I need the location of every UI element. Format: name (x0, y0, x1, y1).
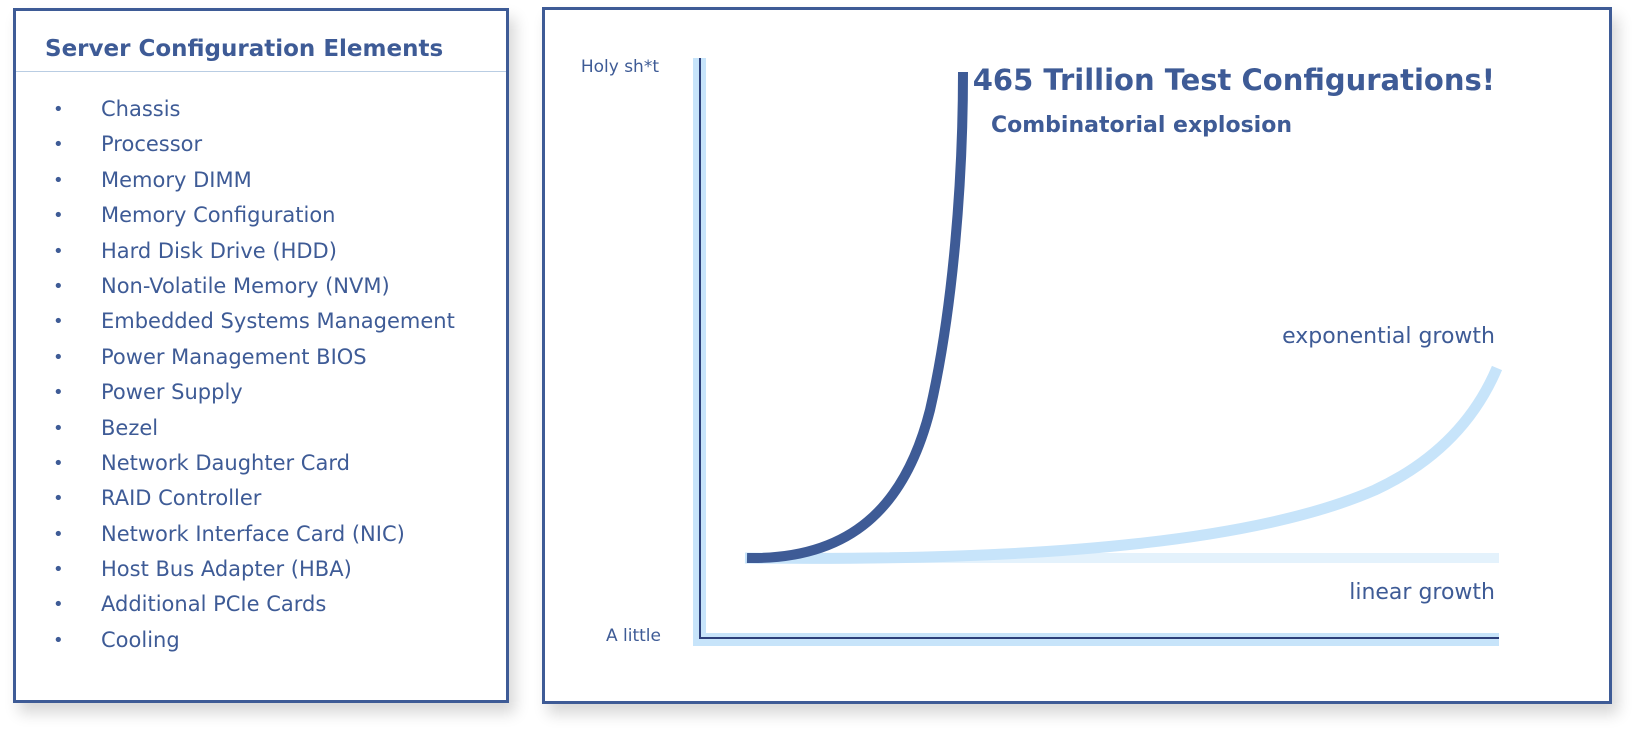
headline: 465 Trillion Test Configurations! (973, 63, 1495, 97)
bullet-icon: • (53, 275, 64, 297)
y-axis-top-label: Holy sh*t (581, 57, 660, 77)
list-item-label: Embedded Systems Management (101, 309, 455, 334)
bullet-icon: • (53, 488, 64, 510)
subheadline: Combinatorial explosion (991, 113, 1292, 138)
list-item-label: Bezel (101, 415, 159, 440)
bullet-icon: • (53, 99, 64, 120)
server-config-panel: Server Configuration Elements • Chassis •… (13, 8, 509, 703)
bullet-icon: • (53, 452, 64, 474)
exponential-growth-label: exponential growth (1282, 324, 1495, 349)
bullet-icon: • (53, 559, 64, 581)
bullet-icon: • (53, 417, 64, 439)
bullet-icon: • (53, 382, 64, 404)
list-item-label: Chassis (101, 97, 181, 121)
bullet-icon: • (53, 311, 64, 333)
list-item-label: Hard Disk Drive (HDD) (101, 238, 337, 263)
linear-growth-line (745, 553, 1499, 563)
bullet-icon: • (53, 629, 64, 651)
list-item-label: Network Interface Card (NIC) (101, 521, 405, 546)
bullet-icon: • (53, 594, 64, 616)
list-item-label: RAID Controller (101, 486, 262, 511)
axes (693, 58, 1499, 646)
bullet-icon: • (53, 169, 64, 191)
bullet-icon: • (53, 134, 64, 156)
list-item-label: Power Supply (101, 380, 243, 405)
list-item-label: Cooling (101, 627, 180, 652)
y-axis-bottom-label: A little (606, 626, 661, 646)
list-item-label: Processor (101, 132, 203, 157)
list-item-label: Memory Configuration (101, 203, 336, 228)
list-item-label: Non-Volatile Memory (NVM) (101, 273, 390, 298)
bullet-icon: • (53, 240, 64, 262)
bullet-icon: • (53, 205, 64, 227)
panel-title: Server Configuration Elements (45, 36, 444, 62)
linear-growth-label: linear growth (1349, 580, 1495, 605)
list-item-label: Power Management BIOS (101, 344, 367, 369)
growth-diagram-panel: Holy sh*t A little 465 Trillion Test Con… (542, 7, 1612, 704)
x-axis-band (693, 633, 1499, 646)
bullet-icon: • (53, 346, 64, 368)
bullet-icon: • (53, 523, 64, 545)
list-item-label: Network Daughter Card (101, 450, 350, 475)
panel-divider (16, 71, 506, 72)
exponential-growth-curve (744, 365, 1503, 564)
combinatorial-explosion-curve (746, 71, 968, 564)
list-item-label: Additional PCIe Cards (101, 592, 327, 617)
list-item-label: Host Bus Adapter (HBA) (101, 557, 352, 582)
growth-diagram: Holy sh*t A little 465 Trillion Test Con… (581, 57, 1503, 646)
list-item-label: Memory DIMM (101, 167, 252, 192)
